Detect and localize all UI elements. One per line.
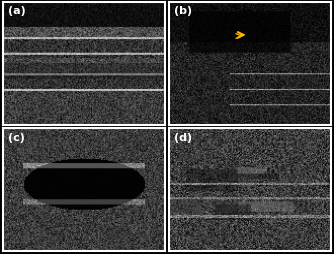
Text: (c): (c)	[8, 133, 25, 142]
Text: (a): (a)	[8, 6, 26, 16]
Text: (d): (d)	[174, 133, 192, 142]
Text: (b): (b)	[174, 6, 192, 16]
Text: >: >	[235, 29, 242, 42]
